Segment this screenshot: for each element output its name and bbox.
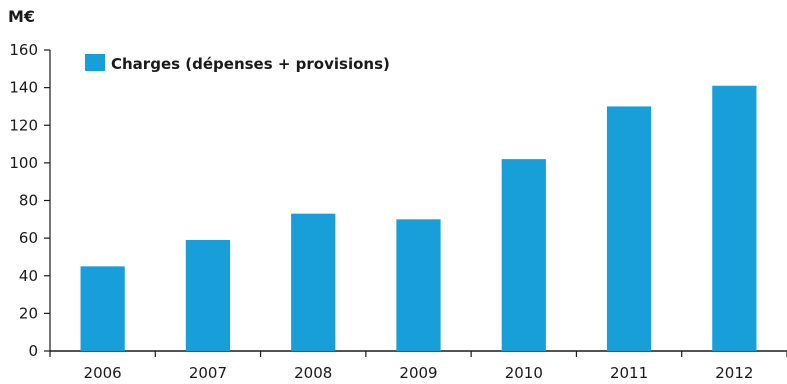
- x-tick-label: 2010: [505, 364, 543, 382]
- bar-2010: [501, 159, 546, 351]
- x-tick-label: 2011: [610, 364, 648, 382]
- x-tick-label: 2012: [715, 364, 753, 382]
- y-tick-label: 140: [9, 79, 38, 97]
- y-tick-label: 40: [19, 267, 38, 285]
- y-tick-label: 60: [19, 229, 38, 247]
- y-unit-label: M€: [8, 7, 35, 26]
- bar-2008: [291, 213, 336, 351]
- bar-2006: [80, 266, 125, 351]
- y-axis: 0 20 40 60 80 100 120 140 160: [9, 41, 51, 360]
- bar-2012: [712, 85, 757, 352]
- y-tick-label: 100: [9, 154, 38, 172]
- x-tick-label: 2009: [399, 364, 437, 382]
- y-tick-label: 160: [9, 41, 38, 59]
- bar-2009: [396, 219, 441, 351]
- x-ticks: 2006 2007 2008 2009 2010 2011 2012: [49, 351, 787, 382]
- y-tick-label: 0: [28, 342, 38, 360]
- bars: [80, 85, 757, 352]
- legend-label: Charges (dépenses + provisions): [111, 55, 390, 73]
- x-axis: 2006 2007 2008 2009 2010 2011 2012: [49, 350, 787, 382]
- y-tick-label: 20: [19, 304, 38, 322]
- y-tick-label: 120: [9, 116, 38, 134]
- bar-2011: [606, 106, 652, 351]
- legend-swatch: [85, 54, 105, 71]
- x-tick-label: 2007: [189, 364, 227, 382]
- bar-2007: [185, 240, 231, 351]
- x-tick-label: 2006: [84, 364, 122, 382]
- x-tick-label: 2008: [294, 364, 332, 382]
- y-tick-label: 80: [19, 192, 38, 210]
- y-ticks: 0 20 40 60 80 100 120 140 160: [9, 41, 50, 360]
- legend: Charges (dépenses + provisions): [85, 54, 390, 73]
